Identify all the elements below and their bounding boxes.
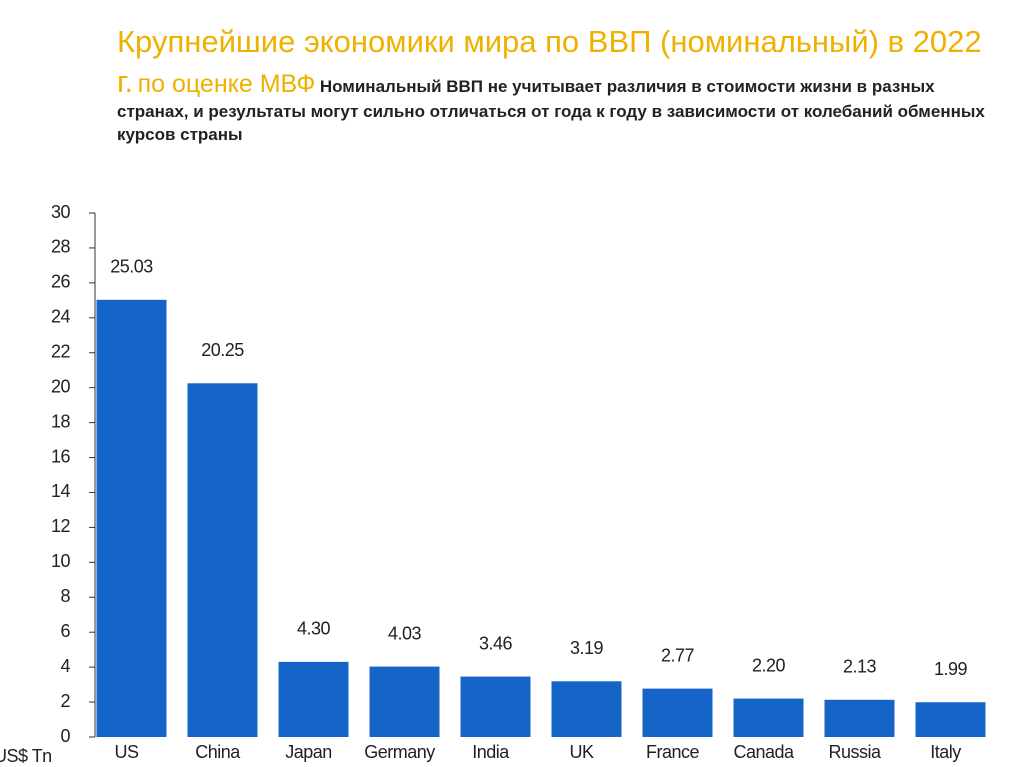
- value-label: 3.46: [479, 633, 513, 653]
- value-label: 2.77: [661, 645, 695, 665]
- bar: [733, 698, 804, 737]
- value-label: 2.13: [843, 657, 877, 677]
- value-label: 4.30: [297, 619, 331, 639]
- y-tick-label: 18: [51, 411, 71, 431]
- y-tick-label: 4: [60, 656, 70, 676]
- y-tick-label: 12: [51, 516, 71, 536]
- y-axis-label: US$ Tn: [0, 746, 52, 766]
- value-label: 1.99: [934, 659, 968, 679]
- x-tick-label: Russia: [828, 742, 882, 762]
- y-tick-label: 0: [60, 726, 70, 746]
- y-tick-label: 8: [60, 586, 70, 606]
- header: Крупнейшие экономики мира по ВВП (номина…: [117, 22, 997, 147]
- x-tick-label: US: [114, 742, 138, 762]
- x-tick-label: Germany: [364, 742, 435, 762]
- x-tick-label: India: [472, 742, 510, 762]
- bar: [278, 661, 349, 737]
- value-label: 2.20: [752, 655, 786, 675]
- y-tick-label: 2: [60, 691, 70, 711]
- y-tick-label: 30: [51, 202, 71, 222]
- y-tick-label: 26: [51, 272, 71, 292]
- bar: [551, 681, 622, 737]
- y-tick-label: 16: [51, 446, 71, 466]
- chart-title: Крупнейшие экономики мира по ВВП (номина…: [117, 24, 982, 99]
- bar: [187, 383, 258, 737]
- x-tick-label: China: [195, 742, 241, 762]
- x-tick-label: Italy: [930, 742, 961, 762]
- y-tick-label: 24: [51, 307, 71, 327]
- chart-subtitle: по оценке МВФ: [137, 69, 316, 98]
- y-tick-label: 14: [51, 481, 71, 501]
- x-tick-label: France: [646, 742, 700, 762]
- bar: [824, 699, 895, 737]
- bar: [460, 676, 531, 737]
- bar: [642, 688, 713, 737]
- x-tick-label: Canada: [733, 742, 795, 762]
- bar: [915, 702, 986, 737]
- y-tick-label: 10: [51, 551, 71, 571]
- chart-note: Номинальный ВВП не учитывает различия в …: [117, 76, 985, 145]
- value-label: 4.03: [388, 623, 422, 643]
- x-tick-label: UK: [569, 742, 593, 762]
- y-tick-label: 22: [51, 341, 71, 361]
- y-tick-label: 20: [51, 376, 71, 396]
- y-tick-label: 28: [51, 237, 71, 257]
- value-label: 3.19: [570, 638, 604, 658]
- y-tick-label: 6: [60, 621, 70, 641]
- bar: [369, 666, 440, 737]
- value-label: 25.03: [110, 257, 153, 277]
- value-label: 20.25: [201, 340, 244, 360]
- x-tick-label: Japan: [285, 742, 332, 762]
- bar: [96, 299, 167, 737]
